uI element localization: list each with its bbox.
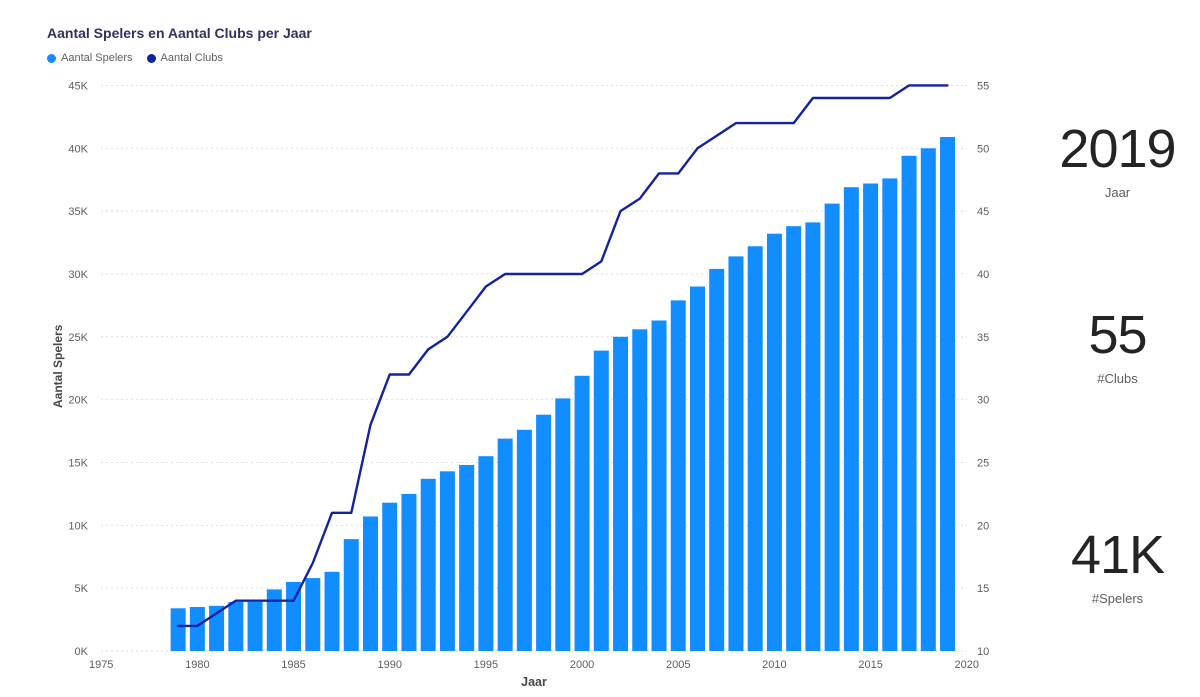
y-axis-right-tick: 20: [977, 520, 989, 532]
legend-label-spelers: Aantal Spelers: [61, 52, 133, 64]
legend-item-clubs[interactable]: Aantal Clubs: [146, 52, 223, 64]
y-axis-right-tick: 55: [977, 80, 989, 92]
bar-1992[interactable]: [420, 478, 436, 651]
legend-dot-spelers-icon: [47, 53, 56, 63]
bar-2016[interactable]: [882, 178, 898, 651]
x-axis-tick: 1995: [474, 659, 498, 671]
y-axis-right-tick: 50: [977, 143, 989, 155]
bar-2006[interactable]: [689, 286, 705, 652]
bar-2013[interactable]: [824, 203, 840, 651]
legend: Aantal Spelers Aantal Clubs: [47, 52, 223, 64]
chart-plot-area: 0K 10 5K 15 10K 20 15K 25 20K 30 25K 35 30K 40 35K 45 40…: [68, 80, 989, 671]
bar-1993[interactable]: [439, 471, 455, 651]
x-axis-tick: 1985: [281, 659, 305, 671]
bar-2002[interactable]: [613, 336, 629, 651]
bar-2011[interactable]: [786, 226, 802, 651]
kpi-clubs-label: #Clubs: [1097, 371, 1138, 386]
bar-2014[interactable]: [843, 187, 859, 651]
y-axis-left-tick: 0K: [75, 646, 89, 658]
bar-2003[interactable]: [632, 329, 648, 651]
bar-2010[interactable]: [766, 233, 782, 651]
y-axis-left-tick: 10K: [68, 520, 88, 532]
x-axis-tick: 1990: [377, 659, 401, 671]
bar-1998[interactable]: [536, 414, 552, 651]
y-axis-right-tick: 45: [977, 206, 989, 218]
bar-1987[interactable]: [324, 571, 340, 651]
bar-1989[interactable]: [362, 516, 378, 652]
x-axis-tick: 2000: [570, 659, 594, 671]
bar-1979[interactable]: [170, 608, 186, 651]
kpi-spelers-label: #Spelers: [1091, 591, 1144, 606]
bar-2012[interactable]: [805, 222, 821, 651]
y-axis-left-tick: 20K: [68, 395, 88, 407]
x-axis-tick: 2005: [666, 659, 690, 671]
kpi-jaar-value: 2019: [1059, 119, 1176, 179]
y-axis-right-tick: 35: [977, 332, 989, 344]
x-axis-tick: 2020: [955, 659, 979, 671]
bar-2001[interactable]: [593, 350, 609, 651]
y-axis-left-tick: 25K: [68, 332, 88, 344]
clubs-line[interactable]: [176, 84, 949, 628]
bar-2018[interactable]: [920, 148, 936, 652]
bar-1991[interactable]: [401, 493, 417, 651]
bar-1996[interactable]: [497, 438, 513, 651]
kpi-spelers-value: 41K: [1070, 525, 1165, 585]
bar-2005[interactable]: [670, 300, 686, 651]
bar-1990[interactable]: [382, 502, 398, 651]
bar-2009[interactable]: [747, 246, 763, 652]
kpi-jaar-label: Jaar: [1104, 185, 1131, 200]
y-axis-right-tick: 15: [977, 583, 989, 595]
bar-2000[interactable]: [574, 375, 590, 651]
bar-2019[interactable]: [940, 137, 956, 651]
y-axis-left-tick: 35K: [68, 206, 88, 218]
bar-1980[interactable]: [189, 607, 205, 651]
legend-dot-clubs-icon: [146, 53, 156, 63]
bar-1995[interactable]: [478, 456, 494, 651]
x-axis-tick: 2010: [762, 659, 786, 671]
kpi-clubs-value: 55: [1088, 305, 1147, 365]
y-axis-left-tick: 5K: [75, 583, 89, 595]
y-axis-left-tick: 15K: [68, 457, 88, 469]
kpi-card-clubs[interactable]: 55 #Clubs: [1030, 308, 1200, 386]
bar-2015[interactable]: [863, 183, 879, 652]
legend-item-spelers[interactable]: Aantal Spelers: [47, 52, 133, 64]
bar-1982[interactable]: [228, 602, 244, 651]
y-axis-right-tick: 25: [977, 457, 989, 469]
x-axis-tick: 1980: [185, 659, 209, 671]
bar-1984[interactable]: [266, 589, 282, 651]
kpi-card-spelers[interactable]: 41K #Spelers: [1030, 528, 1200, 606]
bar-1997[interactable]: [516, 429, 532, 651]
bar-1986[interactable]: [305, 578, 321, 651]
y-axis-left-tick: 45K: [68, 80, 88, 92]
bar-2017[interactable]: [901, 155, 917, 652]
kpi-card-jaar[interactable]: 2019 Jaar: [1030, 122, 1200, 200]
bar-2007[interactable]: [709, 268, 725, 651]
y-axis-left-tick: 40K: [68, 143, 88, 155]
x-axis-title: Jaar: [521, 675, 547, 689]
x-axis-tick: 1975: [89, 659, 113, 671]
bar-1994[interactable]: [459, 465, 475, 651]
y-axis-left-tick: 30K: [68, 269, 88, 281]
bar-1999[interactable]: [555, 398, 571, 651]
bar-1983[interactable]: [247, 602, 263, 651]
x-axis-tick: 2015: [858, 659, 882, 671]
bar-1988[interactable]: [343, 539, 359, 651]
bar-1985[interactable]: [286, 581, 302, 651]
y-axis-right-tick: 30: [977, 395, 989, 407]
y-axis-right-tick: 40: [977, 269, 989, 281]
legend-label-clubs: Aantal Clubs: [160, 52, 223, 64]
bar-2008[interactable]: [728, 256, 744, 651]
chart-title: Aantal Spelers en Aantal Clubs per Jaar: [47, 25, 312, 41]
bar-2004[interactable]: [651, 320, 667, 652]
y-axis-right-tick: 10: [977, 646, 989, 658]
